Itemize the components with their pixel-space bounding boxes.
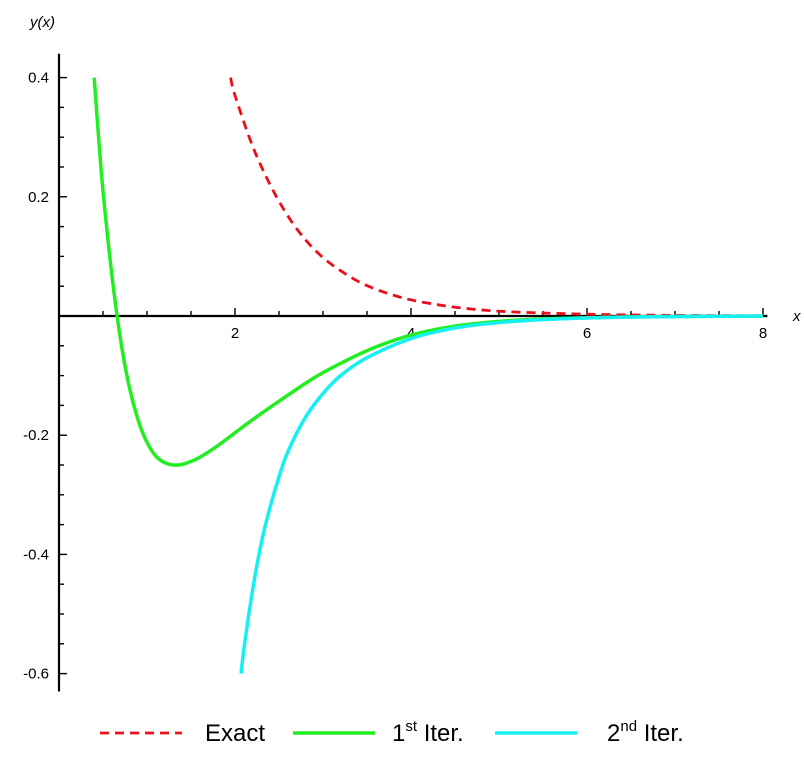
- legend-label-exact: Exact: [205, 720, 265, 747]
- x-axis-label: x: [792, 308, 801, 325]
- legend-label-second-iter: 2nd Iter.: [607, 718, 684, 747]
- x-tick-label: 8: [759, 325, 767, 342]
- y-tick-label: 0.4: [28, 70, 49, 87]
- tick-labels: 2 4 6 80.40.2-0.2-0.4-0.6: [23, 70, 767, 683]
- legend-label-first-iter: 1st Iter.: [392, 718, 464, 747]
- exact-series-line: [229, 77, 764, 318]
- series-lines: [92, 77, 764, 674]
- y-tick-label: -0.4: [23, 546, 49, 563]
- x-tick-label: 6: [583, 325, 591, 342]
- y-tick-label: -0.2: [23, 427, 49, 444]
- axes: [57, 53, 768, 692]
- first-iter-series-line: [92, 77, 764, 467]
- second-iter-series-line: [239, 314, 764, 674]
- y-tick-label: -0.6: [23, 666, 49, 683]
- legend: Exact 1st Iter. 2nd Iter.: [100, 718, 684, 747]
- x-tick-label: 2: [231, 325, 239, 342]
- y-axis-label: y(x): [29, 14, 55, 31]
- tick-marks: [59, 76, 764, 675]
- y-tick-label: 0.2: [28, 189, 49, 206]
